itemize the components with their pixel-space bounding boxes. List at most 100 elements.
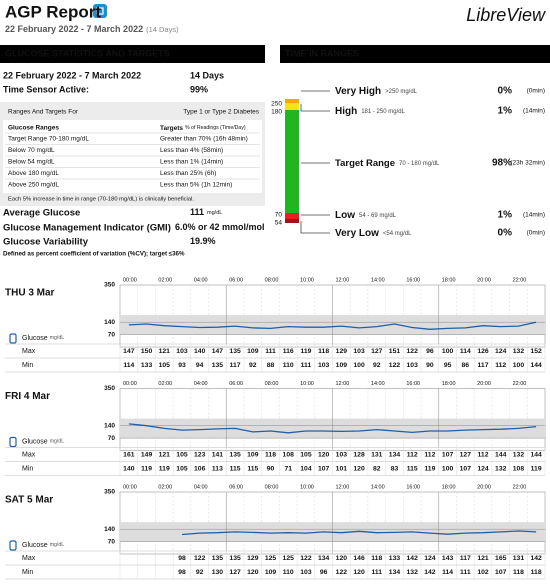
glucose-icon — [9, 436, 17, 448]
hour-label: 06:00 — [229, 381, 243, 387]
max-value: 142 — [530, 555, 542, 562]
max-value: 126 — [477, 348, 489, 355]
min-value: 108 — [513, 465, 525, 472]
max-value: 118 — [318, 348, 329, 355]
max-value: 112 — [407, 451, 418, 458]
targets-goal: Less than 25% (6h) — [160, 170, 216, 177]
min-value: 115 — [407, 465, 418, 472]
max-value: 144 — [530, 451, 542, 458]
min-value: 103 — [318, 362, 330, 369]
sensor-value: 99% — [190, 84, 208, 94]
tir-bar-very-low — [285, 219, 299, 223]
hour-label: 20:00 — [477, 484, 491, 490]
date-line: 22 February 2022 - 7 March 2022 (14 Days) — [5, 24, 179, 34]
tir-percent: 0% — [498, 228, 513, 239]
max-value: 108 — [283, 451, 295, 458]
min-value: 107 — [495, 569, 507, 576]
tir-time: (23h 32min) — [510, 160, 545, 167]
tir-bar-high — [285, 103, 299, 110]
max-value: 120 — [336, 555, 348, 562]
targets-goal: Less than 5% (1h 12min) — [160, 182, 232, 189]
hour-label: 04:00 — [194, 381, 208, 387]
tir-percent: 98% — [492, 158, 512, 169]
min-value: 122 — [336, 569, 348, 576]
min-value: 120 — [353, 465, 365, 472]
tir-name: Low — [335, 210, 355, 221]
glucose-unit: mg/dL — [50, 542, 65, 548]
max-value: 135 — [229, 451, 241, 458]
tir-heading: TIME IN RANGES — [285, 48, 359, 58]
targets-subtitle: Type 1 or Type 2 Diabetes — [183, 109, 260, 116]
period-days: 14 Days — [190, 70, 224, 80]
min-value: 118 — [513, 569, 524, 576]
min-value: 100 — [353, 362, 365, 369]
min-value: 111 — [460, 569, 471, 576]
min-value: 90 — [426, 362, 434, 369]
hour-label: 16:00 — [406, 381, 420, 387]
glucose-label: Glucose — [22, 438, 48, 445]
min-value: 104 — [300, 465, 312, 472]
y-tick-label: 70 — [108, 331, 116, 338]
tir-item: Low 54 - 69 mg/dL — [335, 210, 397, 221]
min-value: 118 — [531, 569, 542, 576]
tir-scale-label: 70 — [275, 212, 283, 219]
hour-label: 02:00 — [158, 484, 172, 490]
hour-label: 00:00 — [123, 484, 137, 490]
tir-time: (0min) — [527, 88, 545, 95]
max-value: 96 — [426, 348, 434, 355]
max-value: 125 — [265, 555, 277, 562]
max-value: 133 — [389, 555, 401, 562]
min-value: 71 — [284, 465, 292, 472]
min-label: Min — [22, 569, 33, 576]
min-value: 110 — [283, 569, 294, 576]
max-value: 128 — [353, 451, 365, 458]
max-label: Max — [22, 451, 36, 458]
min-value: 94 — [196, 362, 204, 369]
max-value: 117 — [460, 555, 471, 562]
max-value: 151 — [389, 348, 401, 355]
metric-label: Glucose Variability — [3, 237, 89, 248]
tir-name: Very Low — [335, 228, 379, 239]
tir-bar-low — [285, 213, 299, 219]
targets-range: Above 180 mg/dL — [8, 170, 59, 177]
hour-label: 18:00 — [442, 381, 456, 387]
min-value: 106 — [194, 465, 206, 472]
hour-label: 08:00 — [265, 277, 279, 283]
max-value: 121 — [477, 555, 489, 562]
min-value: 127 — [229, 569, 241, 576]
min-value: 109 — [336, 362, 348, 369]
targets-col2-note: % of Readings (Time/Day) — [185, 125, 246, 131]
targets-note: Each 5% increase in time in range (70-18… — [8, 197, 194, 203]
targets-table — [3, 120, 262, 193]
min-value: 130 — [212, 569, 224, 576]
stats-heading-bar — [0, 45, 265, 63]
metric-value: 19.9% — [190, 236, 216, 246]
day-label: THU 3 Mar — [5, 288, 55, 299]
targets-col2-title: Targets — [160, 125, 183, 132]
y-tick-label: 140 — [104, 422, 115, 429]
tir-scale-label: 54 — [275, 220, 283, 227]
max-value: 150 — [141, 348, 153, 355]
max-value: 141 — [212, 451, 224, 458]
min-value: 119 — [141, 465, 152, 472]
min-value: 114 — [123, 362, 134, 369]
glucose-label: Glucose — [22, 335, 48, 342]
y-tick-label: 70 — [108, 435, 116, 442]
tir-range: 70 - 180 mg/dL — [399, 161, 440, 167]
hour-label: 04:00 — [194, 484, 208, 490]
targets-title: Ranges And Targets For — [8, 109, 79, 116]
glucose-trace — [128, 423, 537, 434]
glucose-icon — [9, 333, 17, 344]
max-value: 116 — [283, 348, 294, 355]
hour-label: 22:00 — [513, 484, 527, 490]
max-value: 135 — [229, 555, 241, 562]
tir-percent: 1% — [498, 210, 513, 221]
hour-label: 14:00 — [371, 277, 385, 283]
max-value: 112 — [478, 451, 489, 458]
metric-value: 6.0% or 42 mmol/mol — [175, 222, 265, 232]
min-value: 144 — [530, 362, 542, 369]
min-value: 105 — [159, 362, 171, 369]
max-value: 125 — [283, 555, 295, 562]
hour-label: 22:00 — [513, 277, 527, 283]
max-value: 121 — [159, 451, 171, 458]
